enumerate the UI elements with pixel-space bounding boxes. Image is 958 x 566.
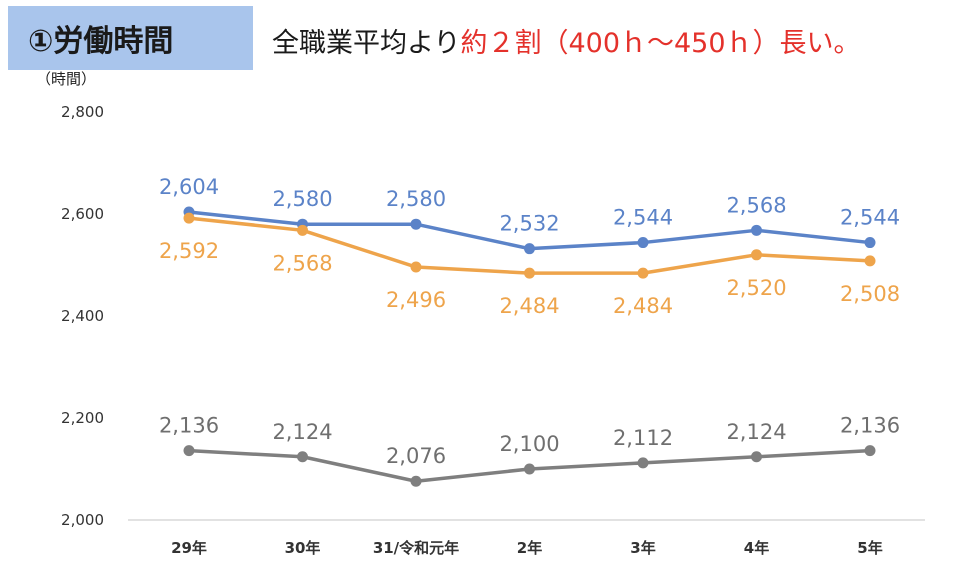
data-point <box>637 237 649 249</box>
x-tick-label: 29年 <box>171 539 207 557</box>
y-tick-label: 2,600 <box>61 205 104 223</box>
data-point <box>751 249 762 261</box>
x-tick-label: 2年 <box>517 539 542 557</box>
section-title: ①労働時間 <box>28 24 174 59</box>
data-point <box>751 451 762 463</box>
data-label: 2,124 <box>272 420 332 444</box>
data-point <box>524 243 535 255</box>
data-label: 2,568 <box>726 193 786 217</box>
x-tick-label: 5年 <box>857 539 882 557</box>
data-point <box>864 255 876 267</box>
data-point <box>864 445 876 457</box>
data-point <box>524 463 535 475</box>
data-point <box>410 475 422 487</box>
section-badge: ①労働時間 <box>8 6 253 70</box>
series-2: 2,592 2,568 2,496 2,484 2,484 2,520 2,508 <box>159 212 900 318</box>
series-3: 2,136 2,124 2,076 2,100 2,112 2,124 2,136 <box>159 414 900 487</box>
data-label: 2,592 <box>159 239 219 263</box>
series-1: 2,604 2,580 2,580 2,532 2,544 2,568 2,544 <box>159 175 900 255</box>
x-tick-label: 3年 <box>630 539 655 557</box>
data-label: 2,532 <box>499 212 559 236</box>
data-point <box>183 212 195 224</box>
data-label: 2,496 <box>386 288 446 312</box>
x-tick-label: 31/令和元年 <box>373 539 459 557</box>
data-label: 2,124 <box>726 420 786 444</box>
data-point <box>410 261 422 273</box>
data-label: 2,112 <box>613 426 673 450</box>
data-label: 2,520 <box>726 276 786 300</box>
headline: 全職業平均より 約２割（400ｈ～450ｈ）長い。 <box>272 18 861 62</box>
data-point <box>751 224 762 236</box>
data-label: 2,604 <box>159 175 219 199</box>
data-label: 2,544 <box>613 206 673 230</box>
data-point <box>524 267 535 279</box>
data-label: 2,544 <box>840 206 900 230</box>
data-point <box>183 445 195 457</box>
data-point <box>410 218 422 230</box>
data-label: 2,508 <box>840 282 900 306</box>
data-point <box>864 237 876 249</box>
y-axis: 2,000 2,200 2,400 2,600 2,800 <box>61 103 104 529</box>
data-label: 2,100 <box>499 432 559 456</box>
x-tick-label: 4年 <box>744 539 769 557</box>
data-label: 2,136 <box>159 414 219 438</box>
data-point <box>297 224 308 236</box>
data-label: 2,580 <box>386 187 446 211</box>
data-label: 2,484 <box>613 294 673 318</box>
data-point <box>637 267 649 279</box>
data-label: 2,568 <box>272 251 332 275</box>
x-axis: 29年 30年 31/令和元年 2年 3年 4年 5年 <box>171 539 883 557</box>
data-label: 2,076 <box>386 444 446 468</box>
data-label: 2,136 <box>840 414 900 438</box>
y-tick-label: 2,000 <box>61 511 104 529</box>
data-point <box>297 451 308 463</box>
y-unit-label: （時間） <box>36 70 96 88</box>
headline-highlight: 約２割（400ｈ～450ｈ）長い。 <box>460 27 861 59</box>
data-label: 2,580 <box>272 187 332 211</box>
headline-prefix: 全職業平均より <box>272 27 461 59</box>
y-tick-label: 2,200 <box>61 409 104 427</box>
data-point <box>637 457 649 469</box>
y-tick-label: 2,400 <box>61 307 104 325</box>
data-label: 2,484 <box>499 294 559 318</box>
x-tick-label: 30年 <box>285 539 321 557</box>
y-tick-label: 2,800 <box>61 103 104 121</box>
